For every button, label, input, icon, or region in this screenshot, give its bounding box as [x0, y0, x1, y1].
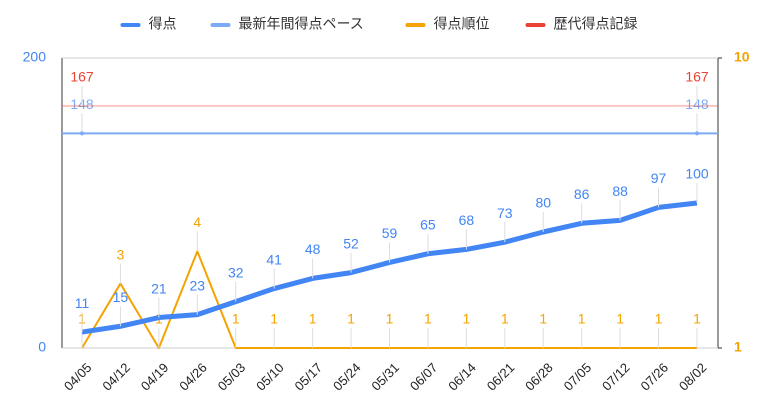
- data-label: 1: [386, 311, 394, 327]
- x-tick-label: 05/10: [253, 360, 287, 394]
- data-label: 48: [305, 241, 321, 257]
- data-label: 1: [232, 311, 240, 327]
- x-tick-label: 08/02: [676, 360, 710, 394]
- data-label: 41: [266, 251, 282, 267]
- x-tick-label: 05/24: [330, 360, 364, 394]
- x-tick-label: 05/31: [368, 360, 402, 394]
- point: [695, 131, 699, 136]
- x-tick-label: 06/21: [484, 360, 518, 394]
- data-label: 1: [501, 311, 509, 327]
- y2-tick-label: 10: [734, 49, 750, 65]
- y-tick-label: 200: [23, 49, 47, 65]
- data-label: 4: [193, 214, 201, 230]
- data-label: 32: [228, 264, 244, 280]
- y-tick-label: 0: [38, 339, 46, 355]
- data-label: 1: [693, 311, 701, 327]
- x-tick-label: 06/28: [522, 360, 556, 394]
- data-label: 80: [535, 195, 551, 211]
- x-tick-label: 04/05: [61, 360, 95, 394]
- data-label: 1: [655, 311, 663, 327]
- data-label: 73: [497, 205, 513, 221]
- data-label: 88: [612, 183, 628, 199]
- data-label: 1: [616, 311, 624, 327]
- x-tick-label: 06/14: [445, 360, 479, 394]
- data-label: 167: [685, 69, 709, 85]
- x-tick-label: 05/17: [292, 360, 326, 394]
- data-label: 21: [151, 280, 167, 296]
- legend-label: 得点: [149, 16, 177, 32]
- data-label: 23: [190, 277, 206, 293]
- data-label: 1: [347, 311, 355, 327]
- data-label: 1: [309, 311, 317, 327]
- data-label: 59: [382, 225, 398, 241]
- x-tick-label: 06/07: [407, 360, 441, 394]
- data-label: 68: [459, 212, 475, 228]
- data-label: 1: [578, 311, 586, 327]
- x-tick-label: 05/03: [215, 360, 249, 394]
- data-label: 65: [420, 216, 436, 232]
- data-label: 97: [651, 170, 667, 186]
- data-label: 167: [70, 69, 94, 85]
- legend-label: 得点順位: [434, 16, 490, 32]
- x-tick-label: 07/05: [561, 360, 595, 394]
- legend-label: 最新年間得点ペース: [239, 16, 364, 32]
- x-tick-label: 04/26: [176, 360, 210, 394]
- y2-tick-label: 1: [734, 339, 742, 355]
- point: [80, 131, 84, 136]
- data-label: 86: [574, 186, 590, 202]
- data-label: 1: [270, 311, 278, 327]
- x-tick-label: 07/26: [637, 360, 671, 394]
- data-label: 1: [539, 311, 547, 327]
- x-tick-label: 04/12: [99, 360, 133, 394]
- data-label: 3: [117, 246, 125, 262]
- data-label: 100: [685, 166, 709, 182]
- data-label: 1: [462, 311, 470, 327]
- data-label: 11: [75, 295, 90, 311]
- data-label: 52: [343, 235, 359, 251]
- data-label: 15: [113, 289, 129, 305]
- x-tick-label: 07/12: [599, 360, 633, 394]
- x-tick-label: 04/19: [138, 360, 172, 394]
- data-label: 1: [424, 311, 432, 327]
- legend-label: 歴代得点記録: [554, 16, 638, 32]
